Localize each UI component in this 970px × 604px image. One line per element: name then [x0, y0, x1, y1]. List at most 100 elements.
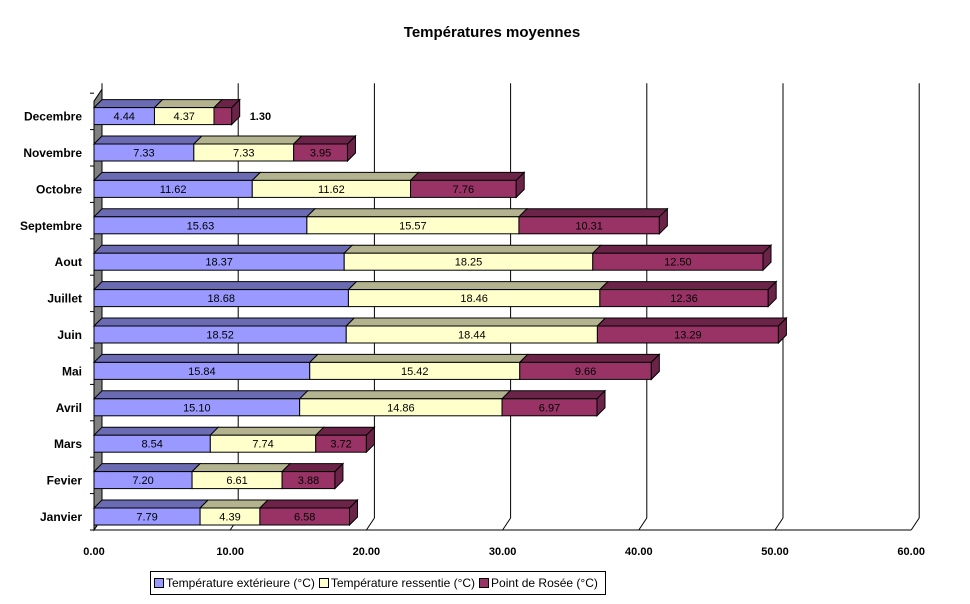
bar-fevier-s2-top	[280, 463, 345, 473]
bar-fevier-s2-side	[334, 462, 344, 490]
bar-octobre-s1-top	[251, 171, 420, 181]
data-label: 7.74	[252, 439, 273, 451]
bar-septembre-s1-top	[305, 208, 529, 218]
bar-octobre-s2-top	[409, 171, 526, 181]
data-label: 14.86	[387, 402, 415, 414]
floor-gridline	[910, 517, 920, 531]
bar-janvier-s1-top	[198, 499, 270, 509]
bar-decembre-s2-side	[231, 98, 241, 126]
data-label: 7.33	[233, 148, 254, 160]
y-tick-label: Fevier	[47, 474, 83, 488]
legend-item-ressentie: Température ressentie (°C)	[318, 576, 476, 590]
bar-decembre-s0-top	[92, 99, 164, 109]
bar-mars-s2-side	[365, 425, 375, 454]
data-label: 3.95	[310, 148, 331, 160]
data-label: 3.72	[330, 439, 351, 451]
chart-title: Températures moyennes	[404, 24, 580, 41]
floor-gridline	[638, 517, 648, 531]
bar-janvier-s0-top	[92, 499, 210, 509]
y-tick-label: Juillet	[47, 292, 82, 306]
data-label: 1.30	[250, 111, 271, 123]
y-tick-label: Octobre	[36, 182, 82, 196]
legend-swatch	[318, 578, 329, 588]
bar-avril-s2-side	[596, 389, 606, 418]
bar-mai-s2-top	[518, 353, 661, 363]
bar-juillet-s0-top	[92, 281, 358, 291]
bar-decembre-s1-top	[153, 99, 224, 109]
bar-octobre-s0-top	[92, 171, 262, 181]
y-tick-label: Aout	[55, 255, 82, 269]
data-label: 15.57	[399, 220, 427, 232]
bar-septembre-s2-side	[658, 207, 668, 236]
data-label: 6.61	[226, 475, 247, 487]
data-label: 7.33	[133, 148, 154, 160]
data-label: 15.63	[187, 220, 215, 232]
bar-juin-s1-top	[345, 317, 607, 327]
legend-label: Point de Rosée (°C)	[491, 576, 598, 590]
floor-gridline	[502, 517, 512, 531]
bar-mai-s1-top	[308, 353, 529, 363]
data-label: 15.42	[401, 366, 429, 378]
legend-label: Température ressentie (°C)	[330, 576, 476, 590]
bar-juillet-s2-side	[767, 280, 777, 308]
legend: Température extérieure (°C) Température …	[150, 571, 606, 595]
y-tick-label: Avril	[56, 401, 82, 415]
x-tick-label: 0.00	[83, 546, 104, 558]
bar-fevier-s0-top	[92, 463, 202, 473]
data-label: 18.68	[207, 293, 235, 305]
y-tick-label: Janvier	[40, 510, 82, 524]
bar-avril-s0-top	[92, 390, 309, 400]
data-label: 7.76	[453, 184, 474, 196]
floor-gridline	[774, 517, 784, 531]
bar-mars-s0-top	[92, 426, 220, 436]
data-label: 11.62	[318, 184, 345, 196]
data-label: 18.44	[458, 330, 486, 342]
x-tick-label: 60.00	[897, 546, 925, 558]
labels-group: Janvier 7.79 4.39 6.58 Fevier 7.20 6.61 3.88 Mar…	[20, 110, 702, 524]
bar-juin-s2-side	[777, 316, 787, 345]
x-tick-label: 10.00	[216, 546, 244, 558]
bar-aout-s2-top	[591, 244, 773, 254]
bar-aout-s1-top	[342, 244, 602, 254]
x-tick-label: 30.00	[489, 546, 517, 558]
data-label: 4.37	[174, 111, 195, 123]
data-label: 7.20	[132, 475, 153, 487]
data-label: 3.88	[298, 475, 319, 487]
bar-juin-s0-top	[92, 317, 356, 327]
bar-avril-s1-top	[298, 390, 512, 400]
data-label: 7.79	[136, 512, 157, 524]
bar-mai-s0-top	[92, 353, 319, 363]
bar-septembre-s0-top	[92, 208, 317, 218]
bar-avril-s2-top	[500, 390, 607, 400]
y-tick-label: Juin	[57, 328, 82, 342]
bar-fevier-s1-top	[190, 463, 292, 473]
bar-aout-s0-top	[92, 244, 354, 254]
data-label: 15.10	[183, 402, 211, 414]
data-label: 10.31	[575, 220, 603, 232]
y-tick-label: Mars	[54, 437, 82, 451]
bars-group	[92, 98, 788, 527]
legend-label: Température extérieure (°C)	[166, 576, 315, 590]
y-tick-label: Septembre	[20, 219, 82, 233]
bar-mai-s2-side	[650, 353, 660, 381]
legend-swatch	[479, 578, 490, 588]
bar-novembre-s2-top	[292, 135, 357, 145]
data-label: 18.52	[206, 330, 234, 342]
data-label: 4.39	[219, 512, 240, 524]
y-tick-label: Decembre	[24, 110, 82, 124]
bar-juin-s2-top	[596, 317, 788, 327]
data-label: 6.97	[539, 402, 560, 414]
data-label: 18.46	[460, 293, 488, 305]
legend-swatch	[154, 578, 164, 588]
bar-mars-s1-top	[209, 426, 325, 436]
y-tick-label: Mai	[62, 364, 82, 378]
legend-item-rosee: Point de Rosée (°C)	[479, 576, 598, 590]
data-label: 12.50	[664, 257, 692, 269]
bar-mars-s2-top	[314, 426, 376, 436]
data-label: 18.25	[455, 257, 483, 269]
data-label: 15.84	[188, 366, 216, 378]
data-label: 6.58	[294, 512, 315, 524]
x-tick-label: 40.00	[625, 546, 653, 558]
bar-juillet-s2-top	[598, 281, 778, 291]
